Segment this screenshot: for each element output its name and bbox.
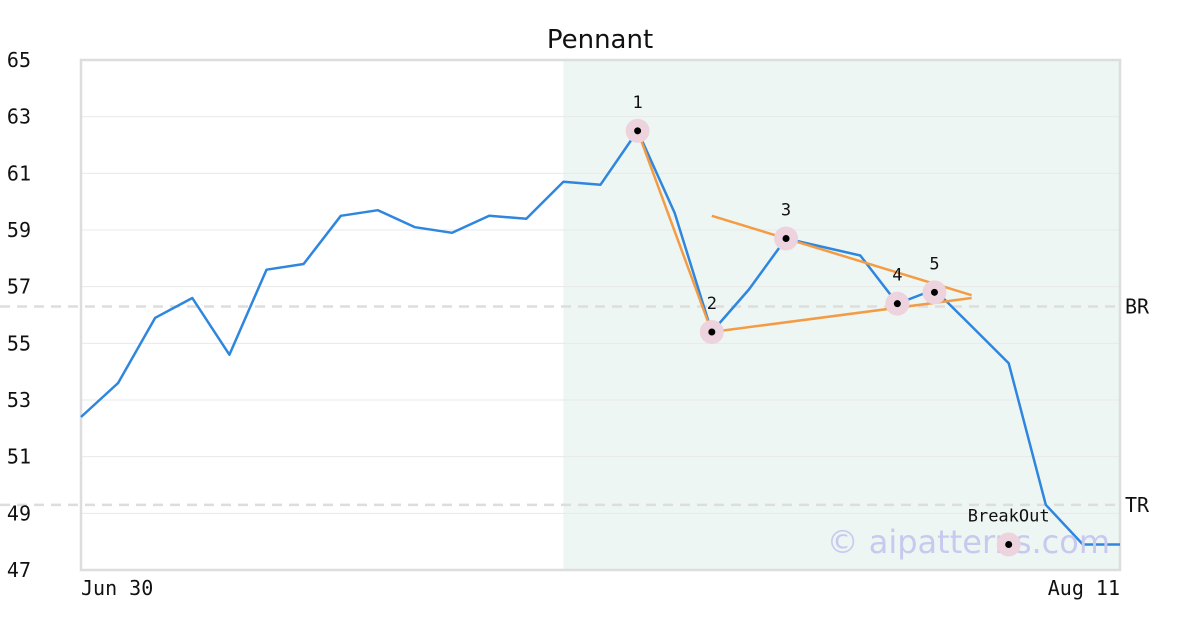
y-tick-label: 65 <box>7 48 31 72</box>
y-tick-label: 63 <box>7 105 31 129</box>
x-axis-ticks: Jun 30 Aug 11 <box>81 576 1120 600</box>
y-tick-label: 53 <box>7 388 31 412</box>
level-lines: BR TR <box>0 295 1150 517</box>
point-label: 2 <box>707 294 717 314</box>
plot-frame <box>79 58 1122 572</box>
point-marker <box>634 127 642 135</box>
watermark: © aipatterns.com <box>827 523 1110 561</box>
y-tick-label: 49 <box>7 501 31 525</box>
point-label: 5 <box>929 254 939 274</box>
y-tick-label: 57 <box>7 275 31 299</box>
x-tick-label: Jun 30 <box>81 576 153 600</box>
point-label: 4 <box>892 266 902 286</box>
point-label: 3 <box>781 201 791 221</box>
pattern-points: 1 2 3 4 5 BreakOut <box>625 93 1050 557</box>
y-tick-label: 59 <box>7 218 31 242</box>
point-marker <box>893 300 901 308</box>
y-tick-label: 61 <box>7 161 31 185</box>
x-tick-label: Aug 11 <box>1048 576 1120 600</box>
y-tick-label: 47 <box>7 558 31 582</box>
point-marker <box>1005 541 1013 548</box>
pattern-lines <box>636 130 972 334</box>
point-marker <box>930 288 938 296</box>
y-axis-ticks: 47 49 51 53 55 57 59 61 63 65 <box>7 48 31 582</box>
pattern-line <box>711 296 972 334</box>
point-label: BreakOut <box>968 507 1050 527</box>
y-tick-label: 55 <box>7 331 31 355</box>
point-marker <box>782 235 790 242</box>
level-label: BR <box>1125 295 1150 319</box>
point-label: 1 <box>632 93 642 113</box>
chart-title: Pennant <box>547 25 653 55</box>
y-tick-label: 51 <box>7 445 31 469</box>
level-label: TR <box>1125 493 1150 517</box>
point-marker <box>708 328 716 336</box>
pattern-line <box>636 130 713 333</box>
pattern-line <box>711 214 972 297</box>
